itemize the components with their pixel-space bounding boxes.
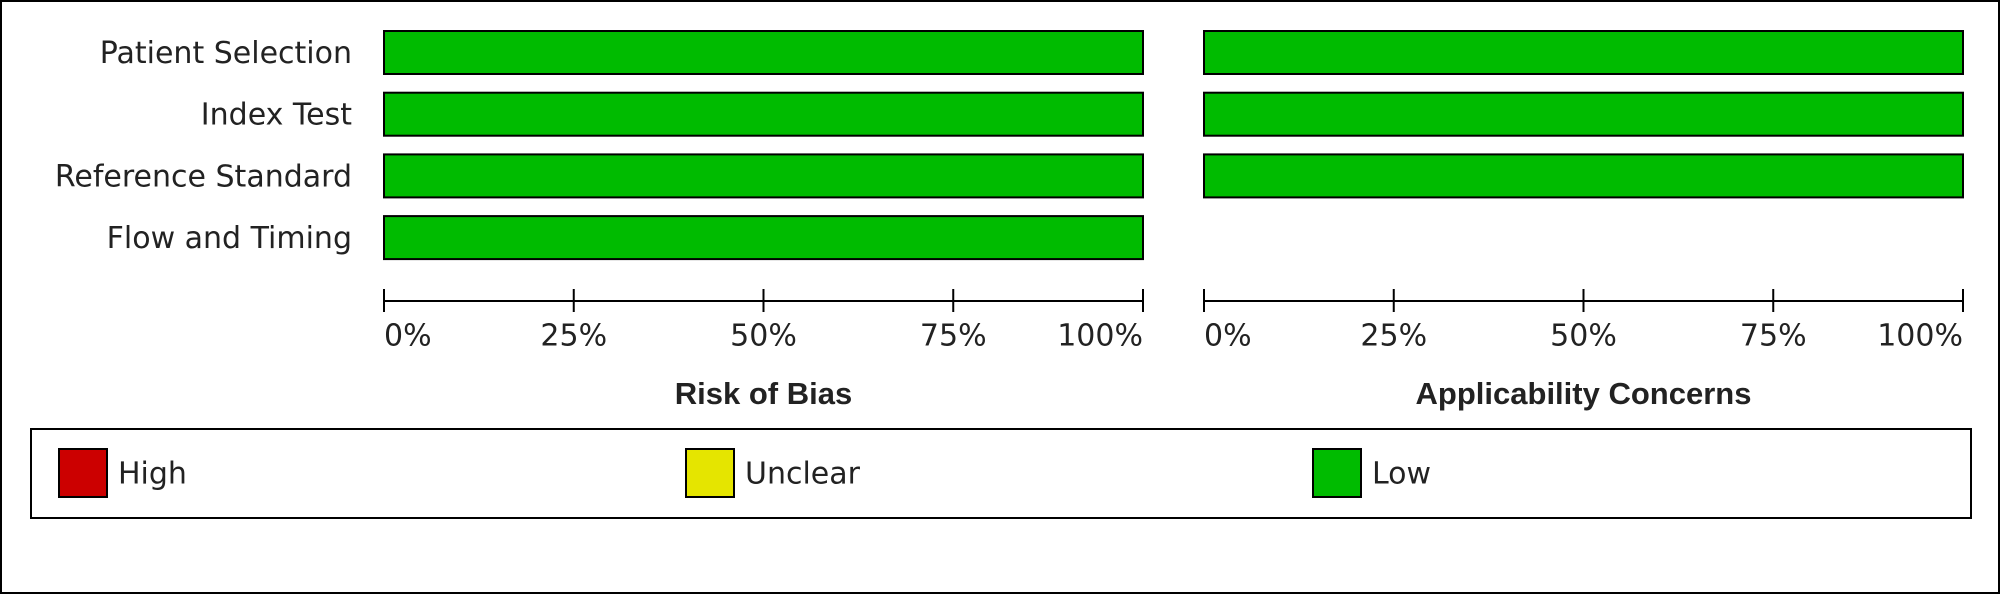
category-label: Reference Standard [55, 159, 352, 194]
category-label: Index Test [201, 98, 352, 133]
legend-swatch [58, 448, 108, 498]
legend-label: Low [1372, 457, 1431, 492]
x-tick-label: 50% [730, 319, 797, 354]
bar-segment [383, 215, 1144, 261]
bar-segment [1203, 153, 1964, 199]
x-tick-label: 100% [1057, 319, 1143, 354]
legend-label: Unclear [745, 457, 861, 492]
x-tick-label: 25% [1360, 319, 1427, 354]
legend-box [30, 428, 1972, 519]
x-tick-label: 25% [540, 319, 607, 354]
x-tick-label: 75% [1740, 319, 1807, 354]
x-tick-label: 0% [384, 319, 432, 354]
category-label: Patient Selection [100, 36, 352, 71]
bar-segment [1203, 91, 1964, 137]
bar-segment [383, 153, 1144, 199]
x-tick-label: 0% [1204, 319, 1252, 354]
x-tick-label: 50% [1550, 319, 1617, 354]
category-label: Flow and Timing [107, 221, 352, 256]
bar-segment [383, 91, 1144, 137]
bar-segment [1203, 30, 1964, 75]
x-tick-label: 75% [920, 319, 987, 354]
legend-swatch [685, 448, 735, 498]
panel-title: Risk of Bias [675, 376, 852, 411]
x-tick-label: 100% [1877, 319, 1963, 354]
bar-segment [383, 30, 1144, 75]
panel-title: Applicability Concerns [1416, 376, 1752, 411]
legend-label: High [118, 457, 187, 492]
legend-swatch [1312, 448, 1362, 498]
